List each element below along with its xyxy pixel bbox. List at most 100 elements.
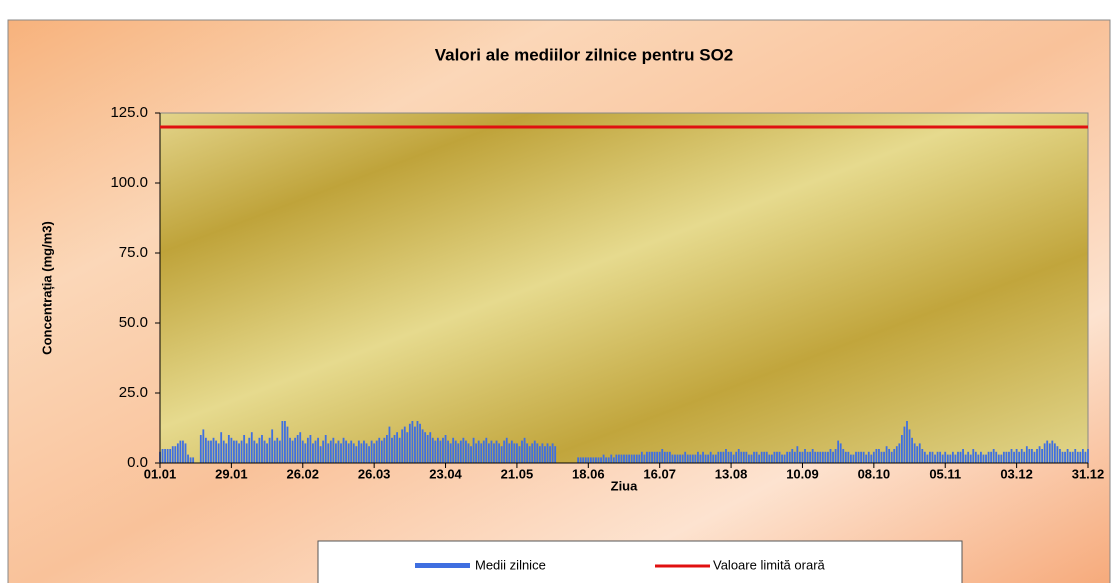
bar — [495, 440, 498, 463]
bar — [490, 440, 493, 463]
bar — [549, 446, 551, 463]
legend-swatch — [415, 563, 470, 568]
bar — [857, 451, 860, 463]
bar — [268, 437, 271, 463]
bar — [1015, 449, 1018, 463]
bar — [284, 421, 286, 463]
bar — [401, 429, 404, 463]
bar — [918, 443, 921, 463]
bar — [465, 440, 467, 463]
bar — [895, 446, 898, 463]
chart-title: Valori ale mediilor zilnice pentru SO2 — [435, 45, 734, 64]
bar — [640, 451, 643, 463]
bar — [781, 454, 783, 463]
bar — [271, 429, 274, 463]
bar — [406, 432, 409, 463]
bar — [755, 451, 758, 463]
legend-label: Medii zilnice — [475, 557, 546, 572]
bar — [1064, 451, 1066, 463]
bar — [862, 451, 865, 463]
bar — [306, 437, 309, 463]
bar — [957, 451, 959, 463]
x-axis-label: Ziua — [611, 478, 638, 493]
bar — [735, 451, 738, 463]
bar — [908, 429, 911, 463]
bar — [643, 454, 646, 463]
bar — [500, 446, 503, 463]
bar — [360, 443, 363, 463]
bar — [870, 454, 873, 463]
bar — [329, 440, 332, 463]
bar — [386, 435, 388, 463]
bar — [847, 451, 850, 463]
bar — [444, 435, 447, 463]
bar — [872, 451, 875, 463]
bar — [707, 454, 710, 463]
bar — [1066, 449, 1069, 463]
bar — [1069, 451, 1072, 463]
plot-area — [159, 112, 1089, 464]
bar — [855, 451, 857, 463]
bar — [171, 446, 174, 463]
bar — [462, 437, 465, 463]
bar — [628, 454, 630, 463]
bar — [217, 443, 220, 463]
bar — [788, 451, 791, 463]
bar — [551, 443, 554, 463]
bar — [776, 451, 778, 463]
bar — [712, 454, 715, 463]
bar — [635, 454, 638, 463]
bar — [786, 451, 789, 463]
bar — [230, 437, 233, 463]
bar — [954, 454, 957, 463]
bar — [1000, 454, 1003, 463]
bar — [493, 443, 495, 463]
y-tick-label: 125.0 — [110, 104, 148, 121]
bar — [166, 449, 169, 463]
bar — [472, 437, 475, 463]
bar — [378, 437, 381, 463]
y-tick-label: 50.0 — [119, 314, 148, 331]
y-tick-label: 75.0 — [119, 244, 148, 261]
bar — [745, 451, 748, 463]
bar — [577, 457, 580, 463]
bar — [248, 437, 251, 463]
bar — [429, 432, 432, 463]
bar — [1051, 440, 1054, 463]
bar — [992, 449, 995, 463]
bar — [773, 451, 776, 463]
bar — [335, 443, 337, 463]
bar — [436, 437, 439, 463]
bar — [834, 449, 837, 463]
bar — [210, 440, 212, 463]
bar — [725, 449, 727, 463]
bar — [416, 421, 419, 463]
bar — [454, 440, 457, 463]
bar — [176, 443, 179, 463]
bar — [610, 454, 613, 463]
bar — [587, 457, 590, 463]
bar — [342, 437, 345, 463]
bar — [829, 449, 832, 463]
bar — [337, 440, 340, 463]
bar — [671, 454, 674, 463]
bar — [414, 426, 416, 463]
bar — [959, 451, 962, 463]
bar — [742, 451, 745, 463]
x-tick-label: 29.01 — [215, 466, 248, 481]
bar — [398, 437, 401, 463]
bar — [225, 443, 228, 463]
bar — [1076, 451, 1079, 463]
bar — [1059, 449, 1061, 463]
bar — [365, 443, 368, 463]
bar — [962, 449, 964, 463]
bar — [352, 443, 355, 463]
bar — [373, 443, 376, 463]
bar — [799, 451, 801, 463]
bar — [974, 451, 977, 463]
bar — [949, 454, 952, 463]
bar — [985, 454, 987, 463]
bar — [263, 440, 266, 463]
bar — [809, 451, 812, 463]
